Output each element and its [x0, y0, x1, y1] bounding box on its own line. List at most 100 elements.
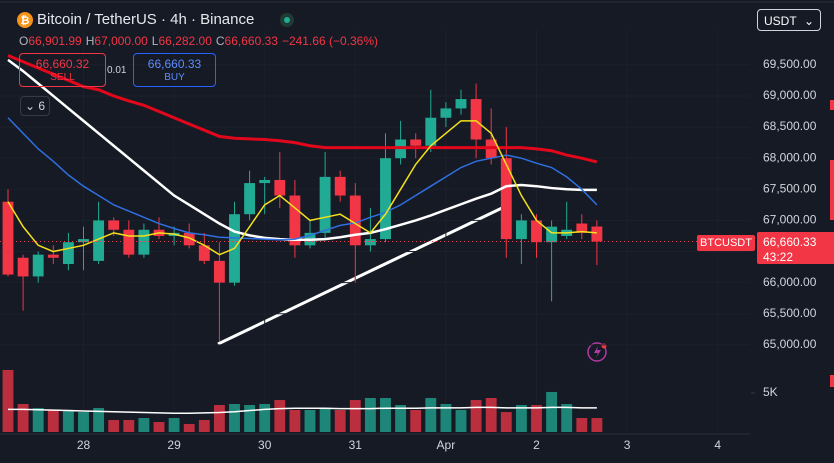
candle-body: [244, 183, 256, 215]
volume-bar: [470, 400, 482, 432]
ohlc-key: O: [19, 34, 29, 48]
y-tick-label: 68,500.00: [763, 119, 817, 133]
alert-bolt: [594, 346, 601, 358]
edge-marker: [830, 100, 834, 110]
trend-line: [217, 206, 503, 346]
candle-body: [62, 242, 74, 264]
volume-average: [8, 406, 597, 415]
x-tick-label: Apr: [437, 438, 456, 452]
candle-body: [259, 179, 271, 184]
y-tick-label: 67,000.00: [763, 213, 817, 227]
y-tick-label: 68,000.00: [763, 150, 817, 164]
candle-body: [380, 158, 391, 240]
candle-body: [2, 201, 14, 275]
sell-label: SELL: [50, 72, 75, 83]
volume-bar: [395, 405, 407, 432]
candle-body: [591, 226, 603, 242]
volume-bar: [319, 407, 331, 432]
candle-body: [546, 226, 558, 243]
buy-label: BUY: [164, 72, 185, 83]
sell-button[interactable]: 66,660.32 SELL: [19, 53, 106, 87]
volume-bar: [455, 410, 467, 432]
candle-body: [440, 108, 452, 118]
candle-body: [274, 179, 286, 196]
y-tick-label: 66,000.00: [763, 275, 817, 289]
volume-bar: [485, 397, 497, 432]
candle-body: [364, 239, 376, 246]
volume-bar: [244, 405, 256, 432]
volume-bar: [364, 397, 376, 432]
volume-bar: [78, 412, 89, 432]
bitcoin-icon: [17, 12, 33, 28]
ohlc-key: H: [85, 34, 95, 48]
volume-bar: [576, 418, 588, 432]
y-tick-label: 69,500.00: [763, 57, 817, 71]
volume-bar: [410, 410, 422, 432]
volume-bar: [213, 405, 225, 432]
market-status-dot: [284, 17, 290, 23]
volume-bar: [561, 403, 573, 432]
candle-body: [334, 176, 346, 196]
volume-bar: [515, 405, 527, 432]
candle-body: [17, 257, 29, 277]
candle-body: [289, 195, 301, 246]
volume-bar: [2, 369, 14, 432]
candle-body: [515, 220, 527, 240]
moving-average: [7, 58, 597, 241]
ohlc-key: L: [151, 34, 159, 48]
volume-bar: [62, 410, 74, 432]
candle-body: [470, 99, 482, 140]
symbol-title: Bitcoin / TetherUS · 4h · Binance: [37, 11, 255, 28]
currency: USDT: [764, 14, 797, 28]
volume-bar: [546, 391, 558, 432]
buy-button[interactable]: 66,660.33 BUY: [133, 53, 216, 87]
volume-bar: [349, 400, 361, 432]
volume-bar: [380, 397, 391, 432]
candle-body: [349, 195, 361, 246]
volume-bar: [440, 403, 452, 432]
y-tick-label: 67,500.00: [763, 181, 817, 195]
alert-icon[interactable]: [587, 342, 607, 362]
volume-bar: [168, 418, 180, 432]
price-tag-countdown: 43:22: [763, 250, 794, 264]
y2-tick-label: 5K: [763, 385, 778, 399]
sell-price: 66,660.32: [35, 57, 90, 71]
candle-body: [213, 260, 225, 283]
volume-bar: [591, 418, 603, 432]
x-tick-label: 29: [167, 438, 181, 452]
moving-average: [7, 120, 597, 256]
symbol-tag: BTCUSDT: [697, 235, 755, 251]
x-tick-label: 31: [349, 438, 363, 452]
buy-price: 66,660.33: [147, 57, 202, 71]
alert-badge: [601, 343, 607, 349]
y-tick-label: 65,000.00: [763, 337, 817, 351]
candle-body: [93, 220, 105, 261]
candle-body: [410, 139, 422, 146]
volume-bar: [334, 410, 346, 432]
volume-bar: [289, 410, 301, 432]
x-tick-label: 28: [77, 438, 91, 452]
volume-bar: [274, 400, 286, 432]
volume-bar: [93, 407, 105, 432]
indicator-toggle[interactable]: ⌄ 6: [20, 96, 50, 116]
candle-body: [108, 220, 120, 230]
ohlc-value: 66,660.33: [224, 34, 278, 48]
ohlc-value: 66,901.99: [28, 34, 82, 48]
y-tick-label: 69,000.00: [763, 88, 817, 102]
ohlc-key: C: [215, 34, 225, 48]
currency-select[interactable]: USDT ⌄: [757, 9, 821, 31]
candle-body: [138, 229, 150, 255]
candle-body: [576, 223, 588, 233]
ohlc-value: 66,282.00: [158, 34, 212, 48]
volume-bar: [259, 403, 271, 432]
bitcoin-glyph: ₿: [21, 15, 30, 27]
candle-body: [198, 245, 210, 261]
candle-body: [455, 99, 467, 109]
candle-body: [47, 254, 59, 258]
x-tick-label: 30: [258, 438, 272, 452]
candle-body: [123, 229, 135, 255]
edge-marker: [830, 375, 834, 387]
candle-body: [319, 176, 331, 233]
ohlc-change: −241.66 (−0.36%): [281, 34, 379, 48]
